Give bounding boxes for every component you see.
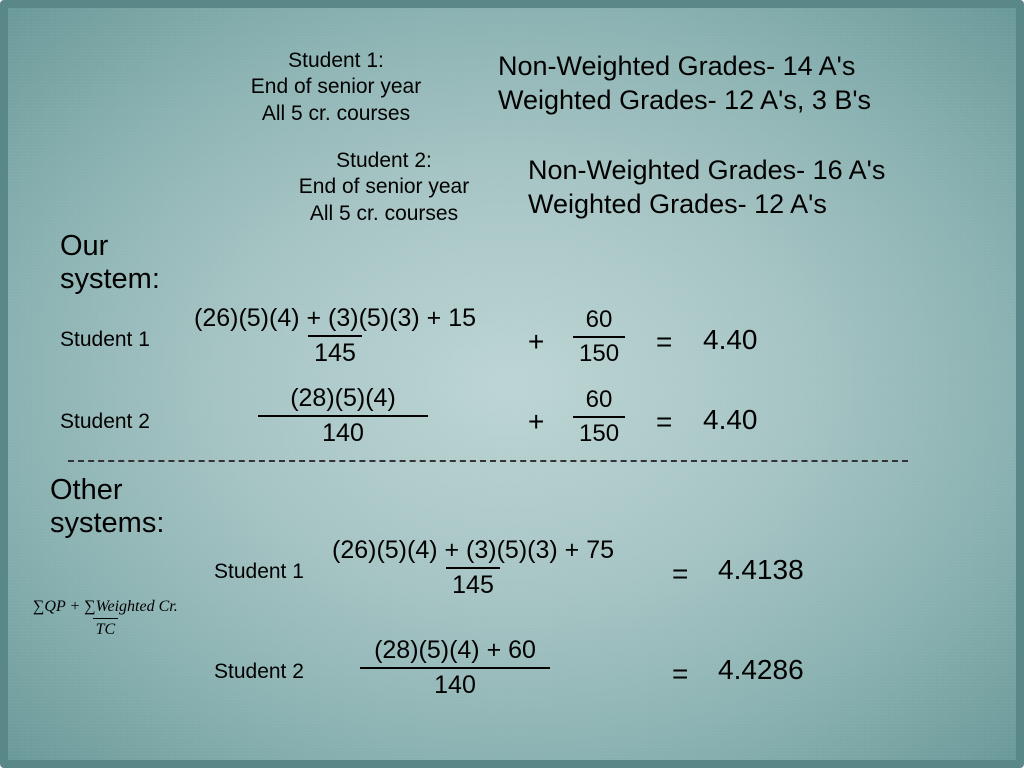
other-row1-frac-den: 145 [446, 567, 500, 600]
our-row2-label: Student 2 [60, 410, 150, 434]
our-row1-frac2: 60 150 [573, 306, 625, 367]
other-row2-frac-num: (28)(5)(4) + 60 [368, 636, 542, 667]
our-row2-frac1-num: (28)(5)(4) [284, 384, 402, 415]
our-system-title-l2: system: [60, 263, 160, 296]
our-row1-frac1-den: 145 [308, 335, 362, 368]
other-systems-title-l2: systems: [50, 507, 164, 540]
our-row1-result: 4.40 [703, 324, 758, 356]
our-row2-frac2-num: 60 [580, 386, 619, 416]
our-row2-plus: + [528, 406, 544, 438]
student1-grades-nw: Non-Weighted Grades- 14 A's [498, 50, 871, 84]
student2-header-l3: All 5 cr. courses [264, 201, 504, 227]
other-row1-result: 4.4138 [718, 554, 804, 586]
other-row2-eq: = [672, 658, 688, 690]
section-divider [68, 460, 908, 462]
student2-grades-nw: Non-Weighted Grades- 16 A's [528, 154, 885, 188]
our-row1-label: Student 1 [60, 328, 150, 352]
student1-header-l2: End of senior year [216, 74, 456, 100]
other-systems-title-l1: Other [50, 474, 164, 507]
other-row2-frac-den: 140 [360, 667, 550, 700]
student1-grades: Non-Weighted Grades- 14 A's Weighted Gra… [498, 50, 871, 118]
our-row1-frac2-den: 150 [573, 336, 625, 368]
student2-header: Student 2: End of senior year All 5 cr. … [264, 148, 504, 227]
student2-grades: Non-Weighted Grades- 16 A's Weighted Gra… [528, 154, 885, 222]
student1-grades-w: Weighted Grades- 12 A's, 3 B's [498, 84, 871, 118]
other-systems-title: Other systems: [50, 474, 164, 541]
other-formula-bot: TC [93, 618, 119, 639]
other-row1-label: Student 1 [214, 560, 304, 584]
other-row1-eq: = [672, 558, 688, 590]
other-row2-result: 4.4286 [718, 654, 804, 686]
our-row1-frac2-num: 60 [580, 306, 619, 336]
our-row1-plus: + [528, 326, 544, 358]
our-row2-frac1: (28)(5)(4) 140 [258, 384, 428, 448]
our-row1-frac1: (26)(5)(4) + (3)(5)(3) + 15 145 [188, 304, 482, 368]
other-row1-frac-num: (26)(5)(4) + (3)(5)(3) + 75 [326, 536, 620, 567]
other-row1-frac: (26)(5)(4) + (3)(5)(3) + 75 145 [326, 536, 620, 600]
our-row2-result: 4.40 [703, 404, 758, 436]
other-row2-frac: (28)(5)(4) + 60 140 [360, 636, 550, 700]
student1-header-l3: All 5 cr. courses [216, 101, 456, 127]
our-system-title: Our system: [60, 230, 160, 297]
other-formula: ∑QP + ∑Weighted Cr. TC [30, 598, 181, 639]
our-system-title-l1: Our [60, 230, 160, 263]
student2-header-l1: Student 2: [264, 148, 504, 174]
other-formula-top: ∑QP + ∑Weighted Cr. [30, 598, 181, 618]
our-row2-frac2: 60 150 [573, 386, 625, 447]
student1-header-l1: Student 1: [216, 48, 456, 74]
our-row1-eq: = [656, 326, 672, 358]
student1-header: Student 1: End of senior year All 5 cr. … [216, 48, 456, 127]
student2-header-l2: End of senior year [264, 174, 504, 200]
our-row2-eq: = [656, 406, 672, 438]
our-row2-frac2-den: 150 [573, 416, 625, 448]
student2-grades-w: Weighted Grades- 12 A's [528, 188, 885, 222]
our-row2-frac1-den: 140 [258, 415, 428, 448]
slide: Student 1: End of senior year All 5 cr. … [0, 0, 1024, 768]
other-row2-label: Student 2 [214, 660, 304, 684]
our-row1-frac1-num: (26)(5)(4) + (3)(5)(3) + 15 [188, 304, 482, 335]
